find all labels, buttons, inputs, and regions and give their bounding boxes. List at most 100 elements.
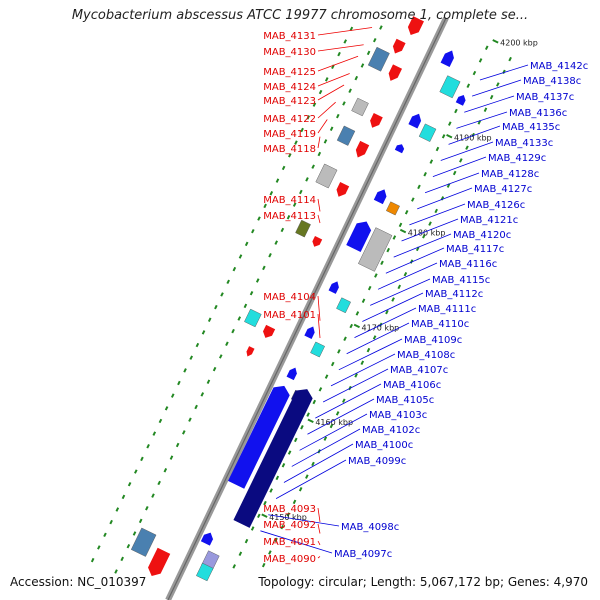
track-dot [257, 513, 261, 519]
label-leader-line [370, 278, 431, 306]
track-dot [300, 127, 304, 133]
track-dot [115, 507, 120, 512]
label-leader-line [362, 292, 424, 322]
track-dot [415, 246, 420, 252]
track-dot [280, 524, 284, 530]
label-leader-line [479, 64, 529, 81]
track-dot [157, 480, 161, 486]
track-dot [337, 349, 341, 354]
track-dot [348, 88, 352, 94]
label-leader-line [260, 530, 333, 554]
track-dot [299, 189, 303, 195]
track-dot [411, 197, 415, 202]
track-dot [151, 493, 155, 498]
reverse-gene-arrow [346, 221, 372, 252]
label-leader-line [432, 156, 487, 177]
track-dot [397, 284, 402, 290]
track-dot [214, 304, 218, 310]
track-dot [478, 58, 483, 63]
track-dot [268, 252, 272, 258]
scale-tick-label: 4160 kbp [315, 418, 353, 427]
track-dot [435, 146, 440, 152]
scale-tick [307, 418, 314, 424]
track-dot [263, 203, 267, 209]
track-dot [360, 360, 365, 365]
label-leader-line [448, 125, 501, 145]
reverse-gene-arrow [394, 144, 405, 154]
gene-label: MAB_4138c [523, 76, 581, 87]
track-dot [300, 425, 304, 430]
scale-tick [446, 133, 453, 139]
gene-label: MAB_4091 [263, 537, 316, 548]
track-dot [305, 474, 309, 479]
track-dot [367, 285, 372, 291]
reverse-gene-arrow [228, 385, 290, 489]
label-leader-line [283, 443, 354, 483]
track-dot [454, 108, 458, 114]
label-leader-line [385, 247, 445, 274]
label-leader-line [317, 101, 336, 119]
track-dot [452, 170, 457, 176]
scale-tick [353, 323, 360, 329]
track-dot [428, 221, 432, 226]
track-dot [298, 487, 303, 492]
gene-label: MAB_4133c [495, 138, 553, 149]
gene-feature-box [367, 46, 390, 72]
track-dot [195, 342, 200, 348]
track-dot [250, 526, 255, 531]
label-leader-line [317, 523, 321, 534]
gene-feature-box [439, 75, 461, 99]
gene-feature-box [295, 219, 311, 238]
label-leader-line [317, 136, 321, 149]
track-dot [306, 115, 311, 120]
track-dot [201, 330, 206, 335]
scale-tick [261, 513, 268, 518]
label-leader-line [417, 187, 473, 210]
gene-feature-box [310, 341, 325, 358]
gene-label: MAB_4120c [453, 230, 511, 241]
label-leader-line [317, 214, 321, 224]
gene-label: MAB_4115c [432, 275, 490, 286]
gene-feature-box [196, 562, 214, 582]
gene-feature-box [244, 308, 262, 328]
label-leader-line [317, 73, 350, 87]
forward-gene-arrow [336, 182, 350, 197]
track-dot [448, 121, 452, 126]
track-dot [459, 158, 463, 163]
gene-label: MAB_4114 [263, 195, 316, 206]
track-dot [169, 455, 174, 460]
track-dot [238, 551, 243, 557]
track-dot [288, 153, 292, 158]
map-title: Mycobacterium abscessus ATCC 19977 chrom… [71, 8, 529, 23]
track-dot [422, 234, 426, 239]
label-leader-line [338, 338, 403, 371]
gene-label: MAB_4111c [418, 304, 476, 315]
gene-label: MAB_4129c [488, 153, 546, 164]
gene-label: MAB_4104 [263, 292, 316, 303]
track-dot [294, 140, 298, 145]
track-dot [170, 393, 175, 398]
track-dot [294, 437, 298, 443]
track-dot [127, 481, 132, 487]
track-dot [441, 134, 446, 139]
track-dot [323, 139, 328, 144]
gene-label: MAB_4127c [474, 184, 532, 195]
track-dot [417, 184, 421, 190]
track-dot [336, 113, 340, 119]
label-leader-line [330, 353, 396, 387]
track-dot [342, 398, 346, 403]
gene-label: MAB_4128c [481, 169, 539, 180]
gene-label: MAB_4098c [341, 522, 399, 533]
gene-label: MAB_4101 [263, 310, 316, 321]
track-dot [317, 151, 322, 157]
label-leader-line [464, 95, 515, 113]
gene-label: MAB_4119 [263, 129, 316, 140]
track-dot [103, 532, 107, 538]
track-dot [331, 64, 335, 69]
track-dot [372, 335, 377, 340]
track-dot [218, 354, 223, 359]
gene-label: MAB_4121c [460, 215, 518, 226]
track-dot [355, 311, 360, 316]
label-leader-line [424, 172, 480, 194]
